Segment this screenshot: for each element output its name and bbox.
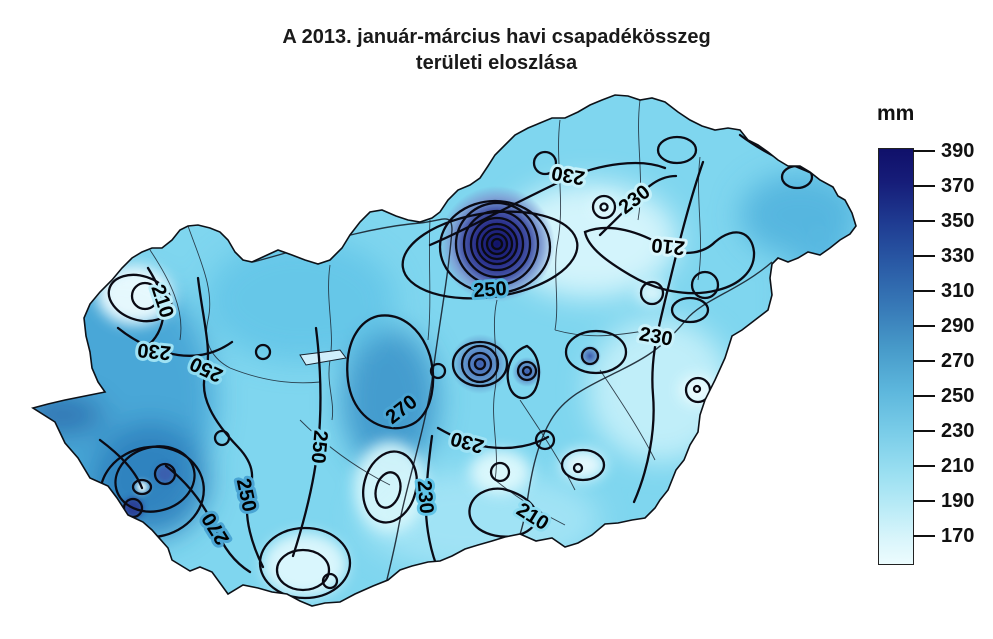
contour-lines — [98, 133, 838, 600]
tick-mark — [913, 220, 935, 222]
legend-unit-label: mm — [877, 102, 915, 125]
tick-label: 210 — [941, 455, 975, 477]
tick-label: 190 — [941, 490, 975, 512]
page-title: A 2013. január-március havi csapadékössz… — [0, 24, 993, 76]
lake-balaton — [299, 349, 347, 366]
contour-label: 250 — [307, 429, 332, 464]
tick-mark — [913, 185, 935, 187]
color-scale-legend: mm 390 370 350 330 310 290 270 250 230 2… — [860, 100, 990, 580]
tick-label: 310 — [941, 280, 975, 302]
contour-label: 230 — [136, 338, 171, 363]
rivers — [252, 218, 773, 597]
tick-mark — [913, 465, 935, 467]
tick-label: 330 — [941, 245, 975, 267]
tick-mark — [913, 430, 935, 432]
contour-label: 230 — [413, 480, 438, 515]
tick-label: 270 — [941, 350, 975, 372]
tick-mark — [913, 255, 935, 257]
tick-label: 370 — [941, 175, 975, 197]
contour-label: 210 — [650, 233, 685, 258]
tick-label: 250 — [941, 385, 975, 407]
tick-mark — [913, 535, 935, 537]
legend-gradient-bar — [878, 148, 914, 565]
tick-mark — [913, 325, 935, 327]
contour-label: 250 — [473, 278, 508, 302]
tick-label: 390 — [941, 140, 975, 162]
tick-label: 230 — [941, 420, 975, 442]
title-line-2: területi eloszlása — [415, 52, 578, 74]
tick-mark — [913, 500, 935, 502]
tick-label: 350 — [941, 210, 975, 232]
tick-label: 170 — [941, 525, 975, 547]
tick-mark — [913, 290, 935, 292]
tick-mark — [913, 150, 935, 152]
title-line-1: A 2013. január-március havi csapadékössz… — [282, 26, 711, 48]
tick-mark — [913, 360, 935, 362]
contour-label: 230 — [637, 323, 674, 350]
tick-mark — [913, 395, 935, 397]
tick-label: 290 — [941, 315, 975, 337]
